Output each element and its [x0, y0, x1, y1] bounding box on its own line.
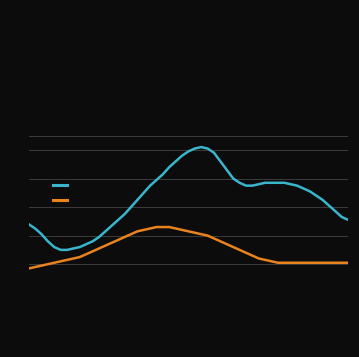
Legend: , : , [53, 181, 68, 205]
